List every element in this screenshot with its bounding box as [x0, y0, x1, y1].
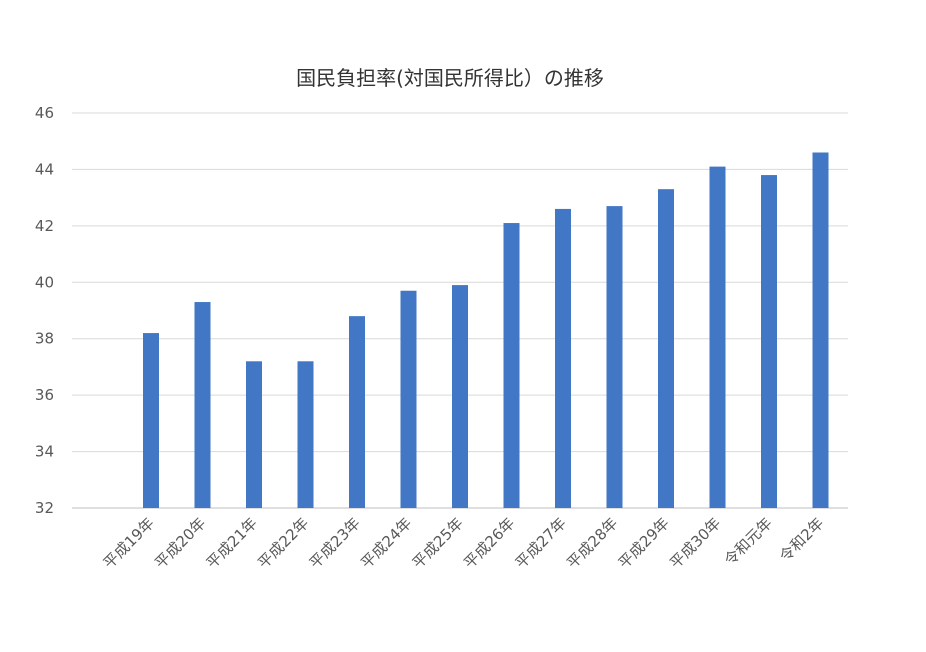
x-tick-label: 平成22年	[254, 514, 312, 572]
bar	[709, 166, 726, 508]
y-tick-label: 36	[35, 386, 54, 404]
y-tick-label: 42	[35, 217, 54, 235]
x-tick-label: 平成26年	[460, 514, 518, 572]
bar	[400, 290, 417, 508]
x-tick-label: 平成20年	[151, 514, 209, 572]
bar	[761, 175, 777, 509]
y-tick-label: 32	[35, 499, 54, 517]
bar	[658, 189, 674, 508]
x-tick-label: 平成25年	[409, 514, 467, 572]
bar	[503, 223, 520, 509]
bar	[246, 361, 262, 508]
bar	[555, 208, 571, 508]
x-tick-label: 平成21年	[203, 514, 261, 572]
bar	[452, 285, 468, 508]
x-tick-label: 平成24年	[357, 514, 415, 572]
bar	[194, 302, 211, 508]
bar	[812, 152, 829, 508]
y-tick-label: 44	[35, 160, 54, 178]
x-tick-label: 平成28年	[563, 514, 621, 572]
x-tick-label: 平成30年	[666, 514, 724, 572]
y-tick-label: 34	[35, 443, 54, 461]
x-tick-label: 令和元年	[721, 514, 776, 569]
chart-title: 国民負担率(対国民所得比）の推移	[296, 66, 604, 90]
x-tick-label: 令和2年	[776, 514, 827, 565]
bar	[349, 316, 365, 508]
x-tick-label: 平成19年	[100, 514, 158, 572]
bar	[297, 361, 314, 508]
x-tick-label: 平成23年	[306, 514, 364, 572]
bar	[606, 206, 623, 508]
x-tick-label: 平成27年	[512, 514, 570, 572]
x-tick-label: 平成29年	[615, 514, 673, 572]
y-tick-label: 46	[35, 104, 54, 122]
y-tick-label: 38	[35, 330, 54, 348]
bar	[143, 333, 159, 508]
y-tick-label: 40	[35, 273, 54, 291]
